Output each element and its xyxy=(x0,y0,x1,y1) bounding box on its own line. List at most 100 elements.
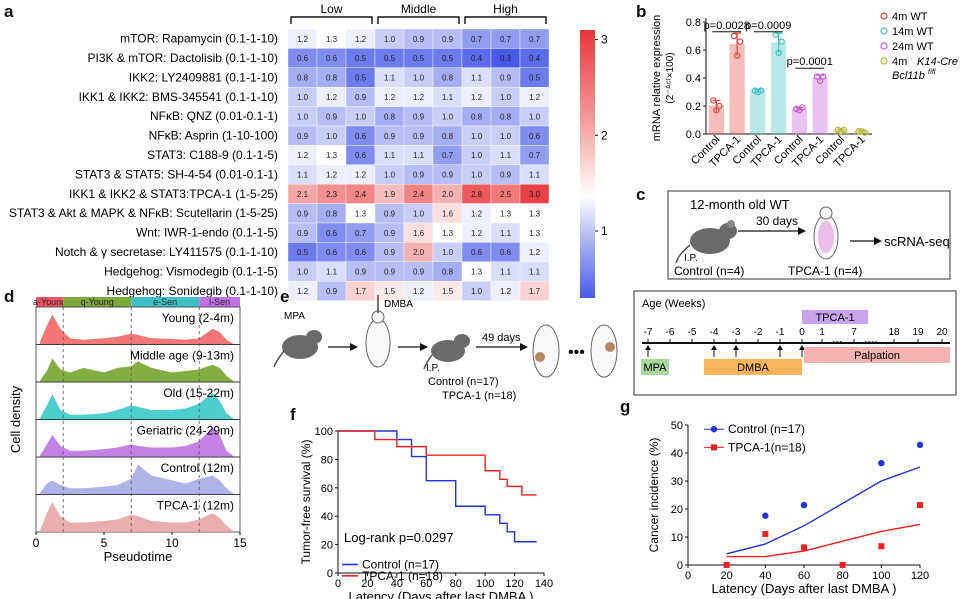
cell-value: 0.9 xyxy=(326,112,338,121)
group-bracket xyxy=(464,16,547,24)
x-tick-label: 140 xyxy=(535,578,553,590)
data-point xyxy=(723,562,730,568)
panel-g: g 0 20 40 60 80 100 120 0 10 20 30 40 50 Latency (Day… xyxy=(610,395,960,599)
legend-label: TPCA-1 (n=18) xyxy=(362,569,443,583)
cell-value: 0.9 xyxy=(413,268,425,277)
bar xyxy=(812,77,828,135)
cell-value: 1.0 xyxy=(471,132,483,141)
y-tick-label: 50 xyxy=(671,420,683,432)
palpation-bar xyxy=(804,347,950,363)
cell-value: 0.6 xyxy=(297,54,309,63)
y-tick-label: 10 xyxy=(671,532,683,544)
bar xyxy=(750,89,766,135)
mouse-icon xyxy=(423,334,470,370)
row-label: STAT3: C188-9 (0.1-1-5) xyxy=(147,148,278,162)
week-label: 7 xyxy=(851,327,857,338)
cell-value: 1.0 xyxy=(326,132,338,141)
days-label: 49 days xyxy=(482,332,521,344)
cell-value: 1.0 xyxy=(442,248,454,257)
cell-value: 1.0 xyxy=(384,35,396,44)
tpca-label: TPCA-1 (n=18) xyxy=(442,390,516,402)
cell-value: 0.6 xyxy=(326,54,338,63)
state-bar xyxy=(199,297,240,307)
cell-value: 1.0 xyxy=(442,112,454,121)
legend-genotype: K14-Cre xyxy=(917,56,958,68)
x-tick-label: 120 xyxy=(505,578,523,590)
week-label: -3 xyxy=(732,327,741,338)
cell-value: 0.7 xyxy=(355,229,367,238)
row-label: NFκB: Asprin (1-10-100) xyxy=(149,129,278,143)
cell-value: 2.3 xyxy=(326,190,338,199)
cell-value: 1.2 xyxy=(355,35,367,44)
legend-genotype-line2: Bcl11b xyxy=(892,70,925,82)
timeline-ellipsis: ••• xyxy=(832,338,843,349)
panel-label: a xyxy=(4,2,14,21)
row-label: NFκB: QNZ (0.01-0.1-1) xyxy=(150,109,278,123)
data-point xyxy=(799,104,806,111)
x-tick-label: 60 xyxy=(420,578,432,590)
cell-value: 0.6 xyxy=(529,132,541,141)
panel-b: b 0.0 0.2 0.4 0.6 0.8 mRNA relative expressio… xyxy=(630,0,960,185)
cell-value: 2.8 xyxy=(471,190,483,199)
track-label: Young (2-4m) xyxy=(162,311,234,325)
tumor-mouse-icon xyxy=(590,324,618,378)
colorbar-tick-label: 1 xyxy=(601,224,608,238)
cell-value: 1.3 xyxy=(500,209,512,218)
y-tick-label: 0.8 xyxy=(686,17,701,29)
cell-value: 0.6 xyxy=(500,248,512,257)
dose-arrowhead xyxy=(799,345,805,350)
cell-value: 0.7 xyxy=(529,151,541,160)
cell-value: 0.8 xyxy=(384,112,396,121)
heatmap-chart: mTOR: Rapamycin (0.1-1-10) 1.2 1.3 1.2 1.0 0.… xyxy=(9,2,608,301)
data-point xyxy=(800,501,808,509)
timeline-frame xyxy=(633,290,957,396)
y-tick-label: 20 xyxy=(671,504,683,516)
cell-value: 1.3 xyxy=(529,229,541,238)
group-label: High xyxy=(493,2,518,16)
cell-value: 1.1 xyxy=(442,93,454,102)
data-point xyxy=(710,97,717,104)
tpca-bar xyxy=(802,310,868,324)
cell-value: 0.9 xyxy=(297,209,309,218)
state-label: l-Sen xyxy=(209,297,230,307)
cell-value: 2.0 xyxy=(413,248,425,257)
y-tick-label: 80 xyxy=(321,454,333,466)
heatmap-cell xyxy=(519,281,550,301)
dose-arrowhead xyxy=(645,345,651,350)
cell-value: 1.2 xyxy=(297,35,309,44)
cell-value: 0.9 xyxy=(413,171,425,180)
y-tick-label: 40 xyxy=(321,511,333,523)
mouse-icon xyxy=(675,220,737,264)
cell-value: 0.9 xyxy=(384,268,396,277)
data-point xyxy=(839,562,846,568)
experiment-schematic: MPA DMBA I.P. Control (n=17) TPCA-1 (n=1… xyxy=(273,290,957,402)
panel-label: e xyxy=(280,287,290,306)
fit-curve xyxy=(726,523,921,558)
cell-value: 1.2 xyxy=(355,171,367,180)
cell-value: 1.3 xyxy=(471,268,483,277)
y-tick-label: 30 xyxy=(671,476,683,488)
ellipsis: ••• xyxy=(568,344,585,361)
x-tick-label: 0 xyxy=(335,578,341,590)
row-label: Hedgehog: Vismodegib (0.1-1-5) xyxy=(104,264,278,278)
row-label: STAT3 & Akt & MAPK & NFκB: Scutellarin (… xyxy=(9,206,278,220)
cell-value: 1.0 xyxy=(355,112,367,121)
cell-value: 1.3 xyxy=(326,151,338,160)
cell-value: 0.9 xyxy=(355,268,367,277)
y-axis-label-unit: (2⁻ᐞᶜᵗ×100) xyxy=(665,52,676,103)
data-point xyxy=(793,105,800,113)
data-point xyxy=(762,530,769,537)
week-label: -4 xyxy=(710,327,719,338)
y-tick-label: 0 xyxy=(327,568,333,580)
cell-value: 1.2 xyxy=(297,287,309,296)
cell-value: 1.2 xyxy=(471,93,483,102)
x-tick-label: 120 xyxy=(911,570,929,582)
control-label: Control (n=17) xyxy=(428,376,499,388)
cell-value: 0.9 xyxy=(326,287,338,296)
cell-value: 1.0 xyxy=(297,268,309,277)
arrowhead xyxy=(874,237,882,245)
cell-value: 0.7 xyxy=(442,151,454,160)
y-axis-label: Cell density xyxy=(8,385,23,453)
y-tick-label: 40 xyxy=(671,448,683,460)
timeline-title: Age (Weeks) xyxy=(642,298,705,310)
